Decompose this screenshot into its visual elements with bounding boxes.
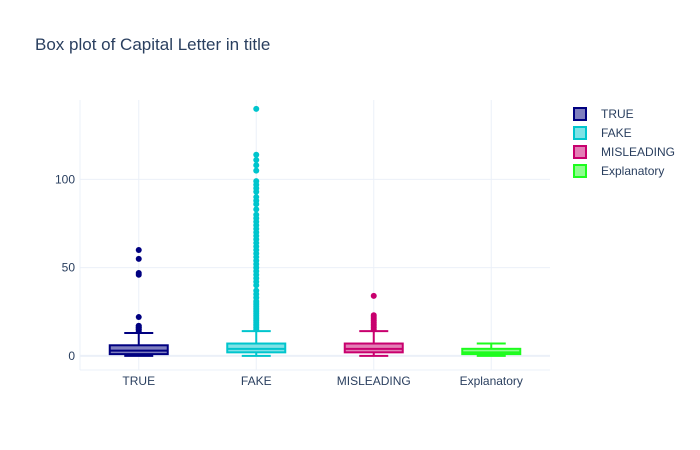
outlier-point	[253, 211, 260, 218]
outlier-point	[253, 178, 260, 185]
y-tick-label: 50	[62, 261, 76, 275]
chart-title: Box plot of Capital Letter in title	[35, 35, 270, 54]
box-true	[108, 247, 169, 357]
legend-item-explanatory: Explanatory	[573, 164, 664, 178]
y-tick-label: 0	[68, 349, 75, 363]
outlier-point	[253, 206, 260, 213]
box-fake	[226, 105, 287, 357]
legend-swatch	[573, 126, 587, 140]
outlier-point	[253, 151, 260, 158]
box-series	[108, 105, 522, 357]
y-axis: 0 50 100	[55, 172, 75, 362]
legend-swatch	[573, 107, 587, 121]
legend-item-fake: FAKE	[573, 126, 632, 140]
legend-label: Explanatory	[601, 164, 664, 178]
outlier-point	[253, 105, 260, 112]
legend-label: TRUE	[601, 107, 634, 121]
box-explanatory	[461, 342, 522, 357]
x-tick-label: TRUE	[122, 374, 155, 388]
legend-label: MISLEADING	[601, 145, 675, 159]
x-tick-label: MISLEADING	[337, 374, 411, 388]
legend-item-true: TRUE	[573, 107, 634, 121]
outlier-point	[253, 167, 260, 174]
legend-swatch	[573, 145, 587, 159]
box-misleading	[343, 292, 404, 357]
outlier-point	[135, 314, 142, 321]
outlier-point	[135, 255, 142, 262]
legend: TRUE FAKE MISLEADING Explanatory	[573, 107, 675, 178]
legend-label: FAKE	[601, 126, 632, 140]
outlier-point	[370, 312, 377, 319]
outlier-point	[253, 194, 260, 201]
x-tick-label: FAKE	[241, 374, 272, 388]
x-axis: TRUE FAKE MISLEADING Explanatory	[122, 374, 523, 388]
legend-item-misleading: MISLEADING	[573, 145, 675, 159]
outlier-point	[135, 322, 142, 329]
grid-lines	[79, 100, 550, 371]
outlier-point	[253, 157, 260, 163]
legend-swatch	[573, 164, 587, 178]
outlier-point	[135, 247, 142, 253]
outlier-point	[370, 292, 377, 299]
outlier-point	[253, 287, 260, 294]
y-tick-label: 100	[55, 172, 75, 186]
x-tick-label: Explanatory	[460, 374, 523, 388]
outlier-point	[253, 162, 260, 169]
outlier-point	[135, 269, 142, 276]
